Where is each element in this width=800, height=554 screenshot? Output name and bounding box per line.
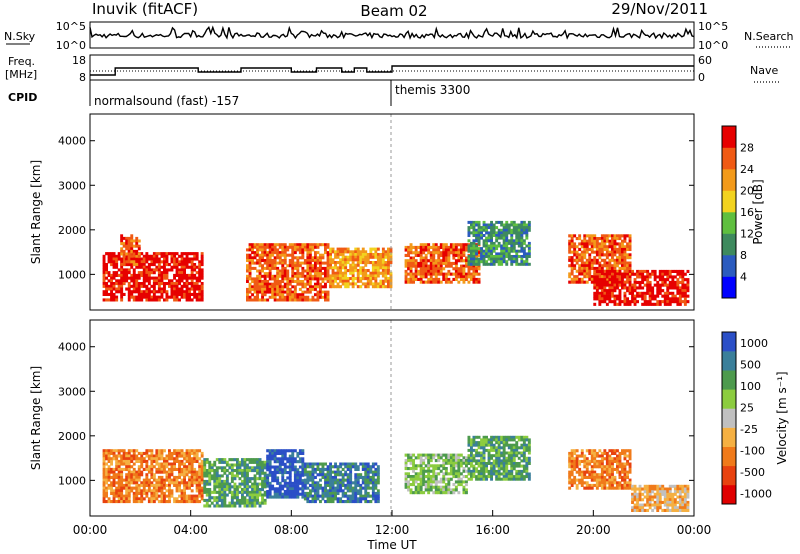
cpid-panel: CPID normalsound (fast) -157 themis 3300	[8, 80, 470, 108]
velocity-region-0	[102, 449, 204, 504]
freq-tick-bottom: 8	[79, 71, 86, 84]
nsky-trace	[89, 25, 695, 40]
power-region-3	[329, 247, 393, 289]
power-ytick-label-1: 2000	[58, 224, 86, 237]
velocity-colorbar-tick-0: 1000	[740, 337, 768, 350]
power-colorbar-swatch-4	[722, 190, 736, 213]
freq-label-1: Freq.	[8, 55, 35, 68]
power-ytick-label-2: 3000	[58, 179, 86, 192]
velocity-ytick-label-3: 4000	[58, 341, 86, 354]
power-heatmap	[102, 220, 690, 306]
velocity-colorbar-swatch-2	[722, 446, 736, 467]
time-axis-label: Time UT	[366, 538, 417, 552]
velocity-colorbar-swatch-7	[722, 351, 736, 371]
velocity-colorbar-tick-2: 100	[740, 380, 761, 393]
station-title: Inuvik (fitACF)	[92, 0, 198, 18]
velocity-yticks: 1000 2000 3000 4000	[58, 341, 694, 487]
power-region-2	[246, 243, 330, 302]
velocity-region-7	[631, 484, 690, 512]
nave-label: Nave	[750, 64, 778, 77]
xtick-label-2: 08:00	[274, 523, 309, 537]
beam-title: Beam 02	[360, 2, 427, 20]
cpid-segment-1: normalsound (fast) -157	[94, 94, 239, 108]
nsearch-tick-top: 10^5	[698, 20, 728, 33]
velocity-colorbar-label: Velocity [m s⁻¹]	[775, 371, 789, 464]
velocity-colorbar-tick-1: 500	[740, 358, 761, 371]
velocity-ytick-label-2: 3000	[58, 385, 86, 398]
velocity-region-3	[303, 462, 380, 504]
velocity-colorbar-swatch-6	[722, 370, 736, 390]
nsky-tick-top: 10^5	[56, 20, 86, 33]
velocity-colorbar-swatch-1	[722, 465, 736, 486]
power-region-1	[120, 234, 141, 266]
xtick-label-5: 20:00	[576, 523, 611, 537]
velocity-region-1	[203, 458, 267, 508]
velocity-ylabel: Slant Range [km]	[29, 366, 43, 470]
power-region-5	[467, 220, 531, 266]
velocity-colorbar-swatch-4	[722, 408, 736, 428]
date-title: 29/Nov/2011	[611, 0, 708, 18]
power-colorbar: 4 8 12 16 20 24 28	[721, 125, 754, 299]
nave-tick-bottom: 0	[698, 71, 705, 84]
power-panel: Slant Range [km] 1000 2000 3000 4000 4 8 12 16…	[29, 113, 765, 311]
velocity-region-4	[404, 453, 468, 495]
freq-panel: Freq. [MHz] 18 8 60 0 Nave	[5, 54, 780, 84]
velocity-ytick-label-0: 1000	[58, 474, 86, 487]
nsearch-tick-bottom: 10^0	[698, 39, 728, 52]
xtick-label-1: 04:00	[173, 523, 208, 537]
power-colorbar-tick-2: 12	[740, 228, 754, 241]
power-colorbar-swatch-0	[722, 276, 736, 299]
xtick-label-4: 16:00	[475, 523, 510, 537]
power-colorbar-tick-3: 16	[740, 206, 754, 219]
power-colorbar-swatch-1	[722, 255, 736, 277]
velocity-colorbar-tick-4: -25	[740, 423, 758, 436]
power-yticks: 1000 2000 3000 4000	[58, 135, 694, 281]
xtick-label-6: 00:00	[677, 523, 712, 537]
xtick-label-0: 00:00	[73, 523, 108, 537]
power-colorbar-swatch-3	[722, 212, 736, 234]
power-colorbar-tick-4: 20	[740, 185, 754, 198]
nsky-tick-bottom: 10^0	[56, 39, 86, 52]
velocity-colorbar-swatch-3	[722, 427, 736, 447]
cpid-label: CPID	[8, 91, 37, 104]
nsky-label: N.Sky	[4, 30, 36, 43]
power-colorbar-tick-6: 28	[740, 142, 754, 155]
power-colorbar-swatch-7	[722, 126, 736, 148]
power-colorbar-swatch-6	[722, 147, 736, 170]
power-region-7	[593, 269, 690, 306]
velocity-heatmap	[102, 435, 690, 512]
velocity-region-2	[266, 449, 305, 499]
freq-label-2: [MHz]	[5, 68, 37, 81]
velocity-colorbar-tick-7: -1000	[740, 487, 772, 500]
velocity-colorbar-tick-5: -100	[740, 444, 765, 457]
power-colorbar-swatch-5	[722, 169, 736, 191]
power-colorbar-tick-5: 24	[740, 163, 754, 176]
power-colorbar-swatch-2	[722, 233, 736, 256]
power-ytick-label-0: 1000	[58, 268, 86, 281]
nsky-panel: N.Sky 10^5 10^0 10^5 10^0 N.Search	[4, 20, 794, 52]
xtick-label-3: 12:00	[375, 523, 410, 537]
velocity-region-5	[467, 435, 531, 481]
power-ylabel: Slant Range [km]	[29, 160, 43, 264]
freq-tick-top: 18	[72, 54, 86, 67]
velocity-colorbar-swatch-8	[722, 332, 736, 352]
power-ytick-label-3: 4000	[58, 135, 86, 148]
velocity-colorbar-swatch-5	[722, 389, 736, 409]
cpid-segment-2: themis 3300	[395, 83, 470, 97]
power-colorbar-label: Power [dB]	[751, 179, 765, 244]
nave-tick-top: 60	[698, 54, 712, 67]
velocity-colorbar-swatch-0	[722, 484, 736, 505]
velocity-colorbar-tick-3: 25	[740, 401, 754, 414]
velocity-colorbar: 1000 500 100 25 -25 -100 -500 -1000	[721, 331, 772, 505]
power-colorbar-tick-1: 8	[740, 249, 747, 262]
power-colorbar-tick-0: 4	[740, 271, 747, 284]
nsearch-label: N.Search	[744, 30, 794, 43]
power-region-0	[102, 252, 204, 302]
velocity-xticks: 00:00 04:00 08:00 12:00 16:00 20:00 00:00	[73, 510, 712, 537]
velocity-colorbar-tick-6: -500	[740, 466, 765, 479]
velocity-ytick-label-1: 2000	[58, 430, 86, 443]
velocity-region-6	[568, 449, 632, 490]
